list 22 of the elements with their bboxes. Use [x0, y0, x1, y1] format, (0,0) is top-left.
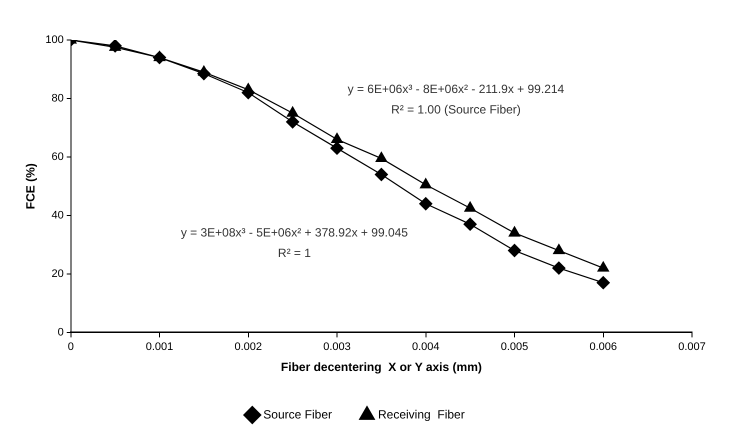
- x-axis-title: Fiber decentering X or Y axis (mm): [280, 360, 482, 374]
- annotation: y = 6E+06x³ - 8E+06x² - 211.9x + 99.214: [348, 82, 565, 96]
- y-tick-label: 40: [52, 209, 64, 222]
- y-axis-title: FCE (%): [24, 163, 38, 210]
- x-tick-label: 0.006: [589, 341, 618, 354]
- legend-label: Source Fiber: [263, 407, 332, 422]
- x-tick-label: 0.005: [500, 341, 528, 354]
- y-tick-label: 100: [45, 34, 64, 46]
- x-tick-label: 0.004: [412, 341, 440, 354]
- y-tick-label: 80: [52, 92, 64, 105]
- legend-label: Receiving Fiber: [378, 407, 465, 422]
- x-tick-label: 0.002: [234, 341, 262, 354]
- y-tick-label: 20: [52, 268, 64, 280]
- x-tick-label: 0: [68, 341, 74, 354]
- y-tick-label: 0: [58, 326, 64, 338]
- x-tick-label: 0.001: [146, 341, 174, 354]
- y-tick-label: 60: [52, 150, 64, 163]
- x-tick-label: 0.003: [323, 341, 351, 354]
- x-tick-label: 0.007: [678, 341, 706, 354]
- annotation: y = 3E+08x³ - 5E+06x² + 378.92x + 99.045: [180, 225, 408, 240]
- annotation: R² = 1.00 (Source Fiber): [391, 102, 521, 116]
- annotation: R² = 1: [278, 246, 312, 260]
